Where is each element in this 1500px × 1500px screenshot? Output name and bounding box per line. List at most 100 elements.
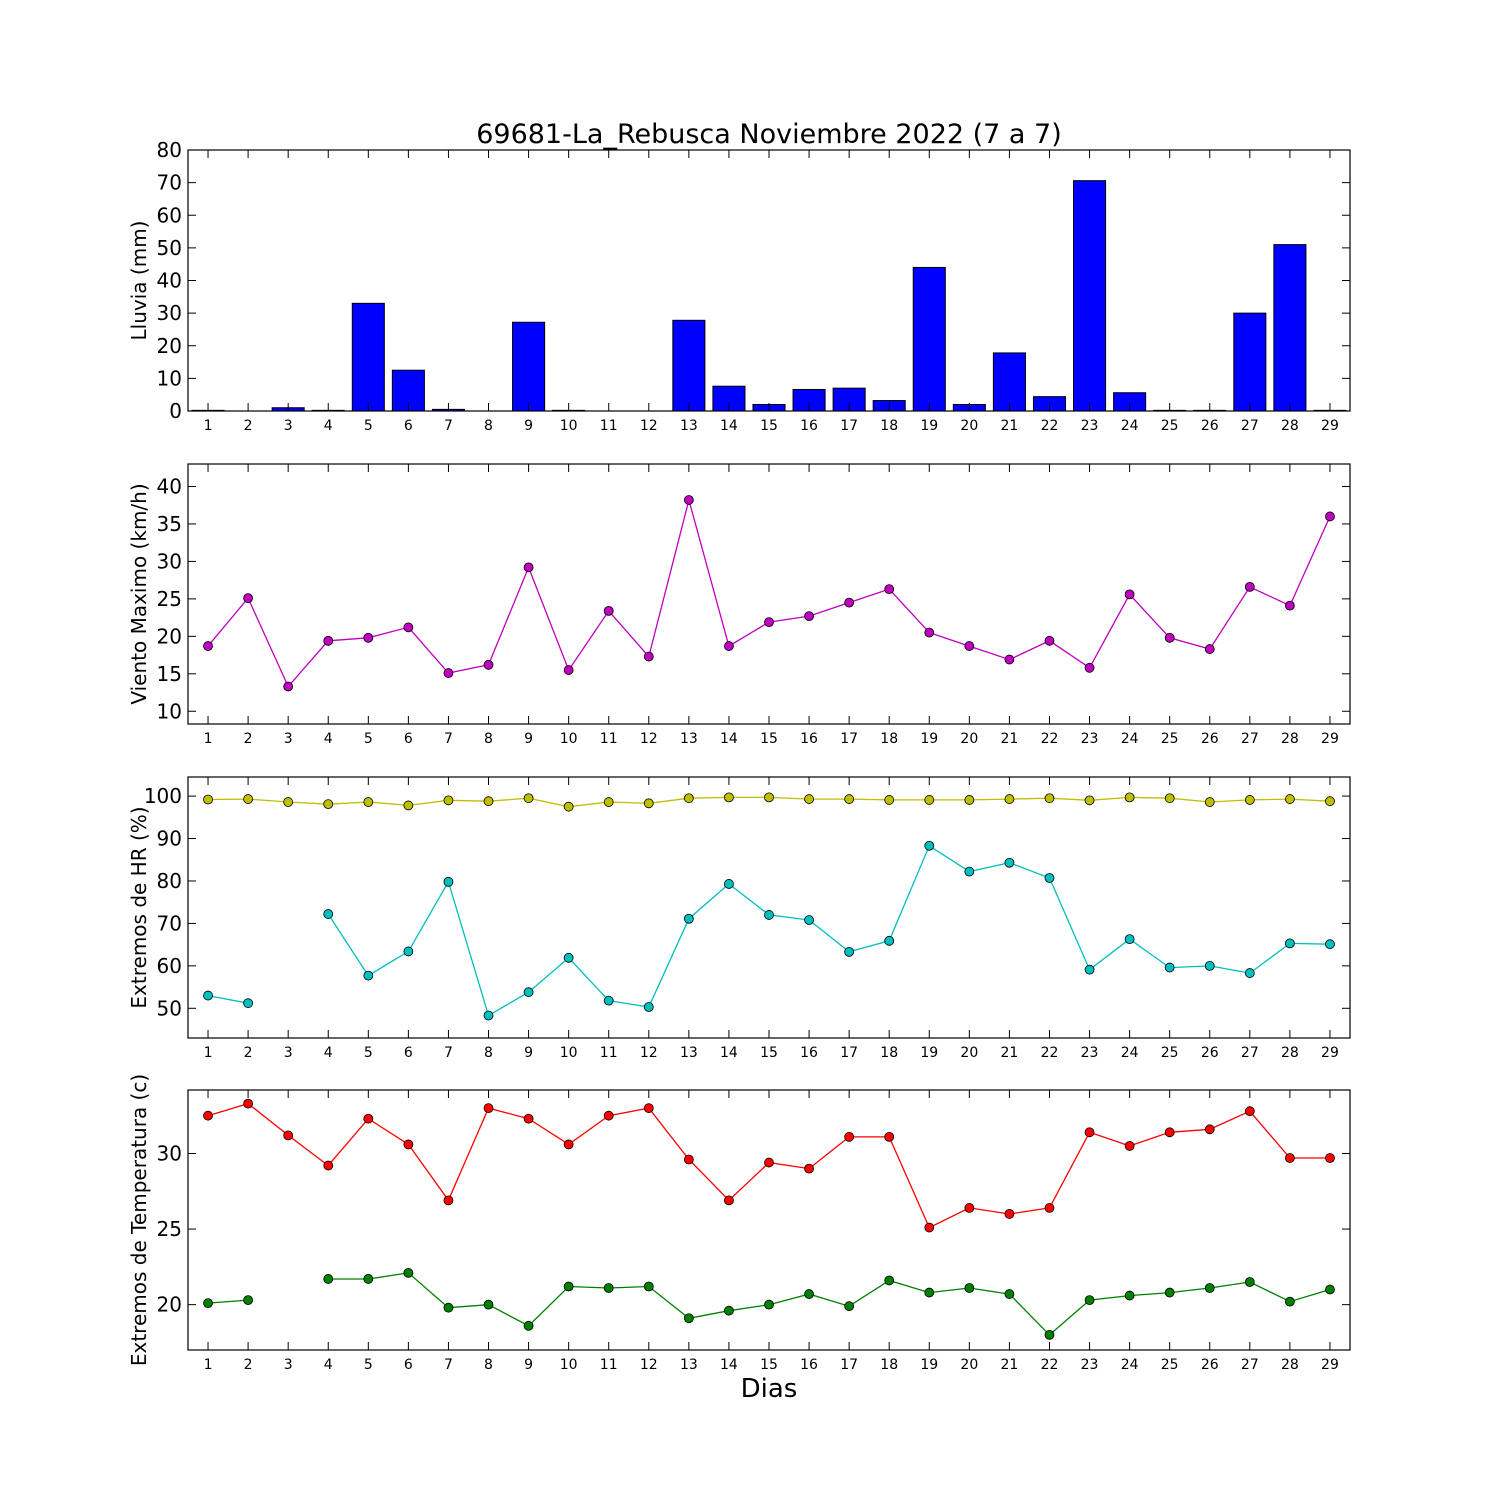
series-0-point-day-26 xyxy=(1204,644,1215,654)
series-0-point-day-20 xyxy=(964,641,975,651)
x-tick-label: 23 xyxy=(1081,1045,1099,1061)
x-tick-label: 29 xyxy=(1321,418,1339,434)
series-0-point-day-14 xyxy=(724,641,734,651)
x-tick-label: 21 xyxy=(1000,731,1018,747)
x-tick-label: 12 xyxy=(640,731,658,747)
x-tick-label: 4 xyxy=(324,1045,333,1061)
series-0-point-day-22 xyxy=(1044,635,1055,646)
y-tick-label: 40 xyxy=(157,269,182,293)
x-tick-label: 2 xyxy=(244,418,253,434)
series-0-point-day-8 xyxy=(483,659,494,670)
x-tick-label: 23 xyxy=(1081,731,1099,747)
series-0-point-day-3 xyxy=(283,681,294,692)
series-0-point-day-16 xyxy=(804,611,814,622)
series-0-point-day-22 xyxy=(1044,793,1055,804)
x-tick-label: 13 xyxy=(680,731,698,747)
series-0-point-day-10 xyxy=(563,665,574,675)
series-0-point-day-9 xyxy=(523,1113,534,1124)
series-1-point-day-13 xyxy=(683,1313,694,1324)
x-tick-label: 26 xyxy=(1201,1045,1219,1061)
series-0-point-day-19 xyxy=(924,795,935,805)
x-tick-label: 22 xyxy=(1041,1045,1059,1061)
x-tick-label: 10 xyxy=(560,1357,578,1373)
x-tick-label: 12 xyxy=(640,1357,658,1373)
y-tick-label: 10 xyxy=(157,699,182,723)
series-1-point-day-4 xyxy=(323,909,334,919)
x-tick-label: 1 xyxy=(204,418,213,434)
x-tick-label: 3 xyxy=(284,1357,293,1373)
x-tick-label: 26 xyxy=(1201,731,1219,747)
series-0-point-day-17 xyxy=(844,1131,855,1142)
x-tick-label: 14 xyxy=(720,418,738,434)
y-tick-label: 20 xyxy=(157,624,182,648)
x-tick-label: 25 xyxy=(1161,418,1179,434)
y-tick-label: 20 xyxy=(157,334,182,358)
series-0-point-day-14 xyxy=(724,792,734,803)
series-1-point-day-8 xyxy=(483,1299,494,1310)
series-0-point-day-19 xyxy=(924,627,935,638)
x-tick-label: 25 xyxy=(1161,731,1179,747)
x-tick-label: 17 xyxy=(840,1357,858,1373)
x-tick-label: 24 xyxy=(1121,1357,1139,1373)
series-0-point-day-28 xyxy=(1284,1153,1295,1163)
series-0-point-day-7 xyxy=(443,668,454,678)
x-tick-label: 5 xyxy=(364,418,373,434)
series-0-point-day-13 xyxy=(683,793,694,804)
x-tick-label: 3 xyxy=(284,1045,293,1061)
x-tick-label: 8 xyxy=(484,418,493,434)
x-tick-label: 20 xyxy=(960,418,978,434)
x-tick-label: 18 xyxy=(880,1045,898,1061)
series-1-line-1 xyxy=(327,844,1331,1017)
bar-day-9 xyxy=(512,321,546,412)
series-0-point-day-7 xyxy=(443,795,454,806)
x-tick-label: 2 xyxy=(244,731,253,747)
axes-frame xyxy=(187,776,1351,1039)
series-1-point-day-24 xyxy=(1124,934,1135,945)
x-tick-label: 22 xyxy=(1041,418,1059,434)
series-0-point-day-12 xyxy=(643,651,654,662)
series-1-point-day-1 xyxy=(203,990,213,1001)
x-tick-label: 24 xyxy=(1121,731,1139,747)
series-0-line-0 xyxy=(207,497,1331,688)
series-1-point-day-10 xyxy=(563,1281,574,1292)
y-tick-label: 100 xyxy=(144,784,182,808)
x-tick-label: 28 xyxy=(1281,1357,1299,1373)
series-0-point-day-2 xyxy=(243,1098,254,1109)
x-tick-label: 28 xyxy=(1281,418,1299,434)
x-tick-label: 14 xyxy=(720,1357,738,1373)
x-axis-label: Dias xyxy=(741,1374,798,1404)
x-tick-label: 20 xyxy=(960,1045,978,1061)
x-tick-label: 9 xyxy=(524,1357,533,1373)
series-1-point-day-23 xyxy=(1084,964,1095,975)
x-tick-label: 19 xyxy=(920,731,938,747)
series-1-point-day-26 xyxy=(1204,1283,1215,1293)
y-tick-label: 50 xyxy=(157,236,182,260)
series-0-point-day-17 xyxy=(844,597,855,608)
x-tick-label: 27 xyxy=(1241,731,1259,747)
series-0-point-day-4 xyxy=(323,1160,334,1171)
x-tick-label: 15 xyxy=(760,1045,778,1061)
x-tick-label: 6 xyxy=(404,731,413,747)
x-tick-label: 2 xyxy=(244,1045,253,1061)
series-0-point-day-18 xyxy=(884,1131,895,1142)
axes-frame xyxy=(187,1089,1351,1351)
series-0-point-day-8 xyxy=(483,1103,494,1114)
x-tick-label: 13 xyxy=(680,1045,698,1061)
series-1-point-day-29 xyxy=(1325,939,1335,950)
series-0-point-day-18 xyxy=(884,584,895,595)
x-tick-label: 21 xyxy=(1000,1357,1018,1373)
series-0-point-day-12 xyxy=(643,1103,654,1114)
x-tick-label: 13 xyxy=(680,418,698,434)
series-1-point-day-6 xyxy=(403,1268,414,1278)
series-0-point-day-1 xyxy=(203,1110,213,1121)
series-0-point-day-1 xyxy=(203,641,213,651)
x-tick-label: 16 xyxy=(800,1045,818,1061)
bar-day-19 xyxy=(912,266,946,412)
series-0-point-day-21 xyxy=(1004,1209,1015,1219)
series-0-point-day-18 xyxy=(884,795,895,805)
series-0-point-day-28 xyxy=(1284,600,1295,611)
x-tick-label: 18 xyxy=(880,731,898,747)
series-0-point-day-5 xyxy=(363,632,374,643)
series-0-point-day-27 xyxy=(1244,795,1255,805)
